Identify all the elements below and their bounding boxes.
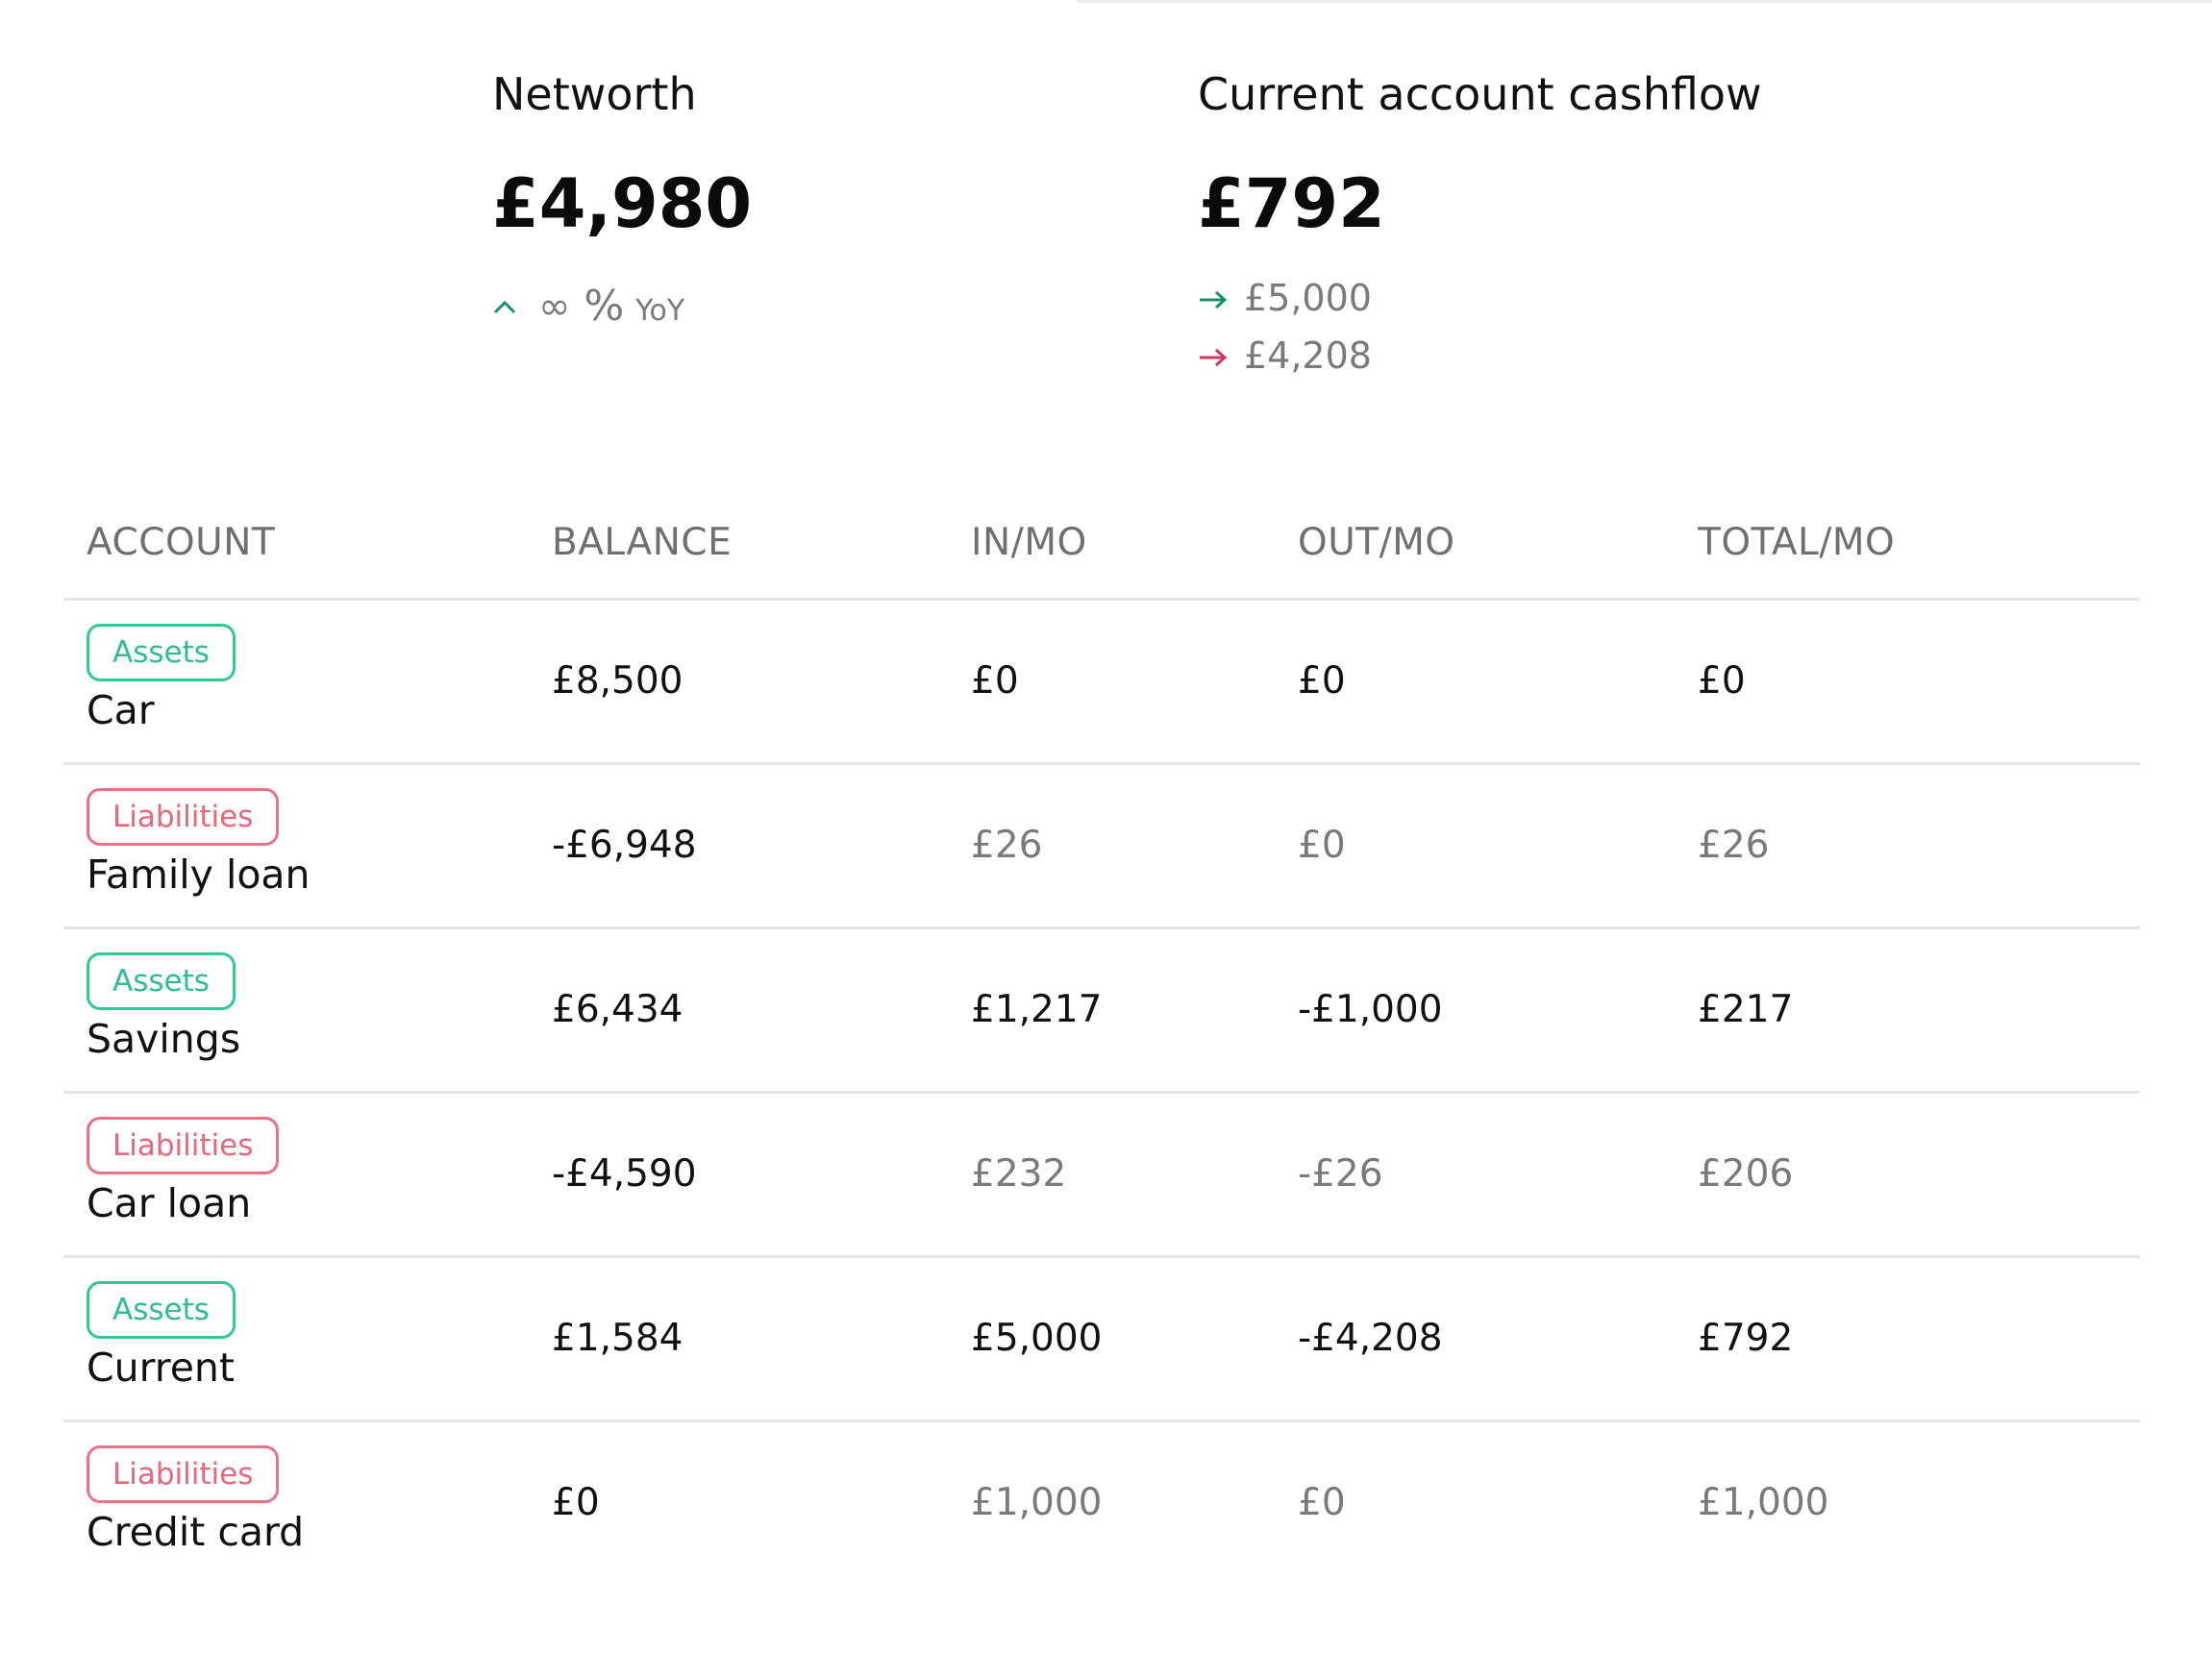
networth-change-unit: %	[584, 282, 625, 331]
account-name[interactable]: Savings	[87, 1016, 241, 1062]
header-balance[interactable]: BALANCE	[552, 521, 733, 564]
account-cell: Liabilities Family loan	[87, 788, 311, 901]
account-name[interactable]: Family loan	[87, 852, 311, 898]
in-per-month-cell: £5,000	[971, 1317, 1103, 1360]
balance-cell: £6,434	[552, 988, 683, 1031]
total-per-month-cell: £0	[1698, 659, 1746, 703]
table-header: ACCOUNT BALANCE IN/MO OUT/MO TOTAL/MO	[63, 502, 2140, 601]
out-per-month-cell: -£26	[1298, 1152, 1383, 1196]
balance-cell: -£6,948	[552, 824, 697, 867]
table-row[interactable]: Assets Savings £6,434 £1,217 -£1,000 £21…	[63, 929, 2140, 1094]
cashflow-label: Current account cashflow	[1198, 68, 1762, 120]
networth-change-value: ∞	[538, 284, 571, 329]
networth-label: Networth	[492, 68, 697, 120]
balance-cell: £1,584	[552, 1317, 683, 1360]
account-type-badge: Assets	[87, 952, 236, 1010]
out-per-month-cell: -£4,208	[1298, 1317, 1443, 1360]
account-name[interactable]: Car loan	[87, 1180, 252, 1226]
account-type-badge: Liabilities	[87, 1117, 280, 1174]
header-total-per-month[interactable]: TOTAL/MO	[1698, 521, 1896, 564]
cashflow-out: £4,208	[1198, 327, 1762, 384]
table-row[interactable]: Assets Current £1,584 £5,000 -£4,208 £79…	[63, 1258, 2140, 1422]
account-name[interactable]: Credit card	[87, 1509, 305, 1555]
total-per-month-cell: £1,000	[1698, 1481, 1829, 1524]
header-account[interactable]: ACCOUNT	[87, 521, 276, 564]
total-per-month-cell: £206	[1698, 1152, 1794, 1196]
balance-cell: -£4,590	[552, 1152, 697, 1196]
networth-value: £4,980	[492, 164, 753, 243]
networth-change-period: YoY	[635, 294, 685, 328]
cashflow-value: £792	[1198, 164, 1385, 243]
in-per-month-cell: £232	[971, 1152, 1067, 1196]
cashflow-summary: Current account cashflow £792 £5,000 £4,…	[1198, 65, 1762, 384]
in-per-month-cell: £1,000	[971, 1481, 1103, 1524]
out-per-month-cell: £0	[1298, 659, 1346, 703]
balance-cell: £0	[552, 1481, 600, 1524]
balance-cell: £8,500	[552, 659, 683, 703]
table-row[interactable]: Liabilities Credit card £0 £1,000 £0 £1,…	[63, 1422, 2140, 1584]
cashflow-in: £5,000	[1198, 269, 1762, 327]
account-cell: Assets Current	[87, 1281, 236, 1395]
in-per-month-cell: £1,217	[971, 988, 1103, 1031]
in-per-month-cell: £0	[971, 659, 1019, 703]
table-row[interactable]: Liabilities Family loan -£6,948 £26 £0 £…	[63, 765, 2140, 929]
out-per-month-cell: -£1,000	[1298, 988, 1443, 1031]
account-name[interactable]: Car	[87, 687, 155, 733]
total-per-month-cell: £26	[1698, 824, 1770, 867]
cashflow-in-value: £5,000	[1244, 277, 1372, 319]
account-cell: Assets Savings	[87, 952, 240, 1066]
account-type-badge: Liabilities	[87, 1445, 280, 1503]
account-cell: Assets Car	[87, 624, 236, 737]
header-in-per-month[interactable]: IN/MO	[971, 521, 1087, 564]
table-row[interactable]: Liabilities Car loan -£4,590 £232 -£26 £…	[63, 1094, 2140, 1258]
networth-change: ∞ % YoY	[492, 273, 752, 340]
top-divider	[1077, 0, 2212, 3]
account-type-badge: Liabilities	[87, 788, 280, 846]
cashflow-out-value: £4,208	[1244, 334, 1372, 377]
account-cell: Liabilities Car loan	[87, 1117, 280, 1230]
account-cell: Liabilities Credit card	[87, 1445, 304, 1559]
caret-up-icon	[492, 278, 538, 335]
out-per-month-cell: £0	[1298, 1481, 1346, 1524]
account-type-badge: Assets	[87, 624, 236, 681]
total-per-month-cell: £217	[1698, 988, 1794, 1031]
table-row[interactable]: Assets Car £8,500 £0 £0 £0	[63, 601, 2140, 765]
header-out-per-month[interactable]: OUT/MO	[1298, 521, 1455, 564]
networth-summary: Networth £4,980 ∞ % YoY	[492, 65, 752, 340]
out-per-month-cell: £0	[1298, 824, 1346, 867]
arrow-right-icon	[1198, 327, 1244, 384]
accounts-table: ACCOUNT BALANCE IN/MO OUT/MO TOTAL/MO As…	[63, 502, 2140, 1584]
arrow-right-icon	[1198, 269, 1244, 327]
total-per-month-cell: £792	[1698, 1317, 1794, 1360]
account-type-badge: Assets	[87, 1281, 236, 1339]
account-name[interactable]: Current	[87, 1345, 235, 1391]
in-per-month-cell: £26	[971, 824, 1043, 867]
